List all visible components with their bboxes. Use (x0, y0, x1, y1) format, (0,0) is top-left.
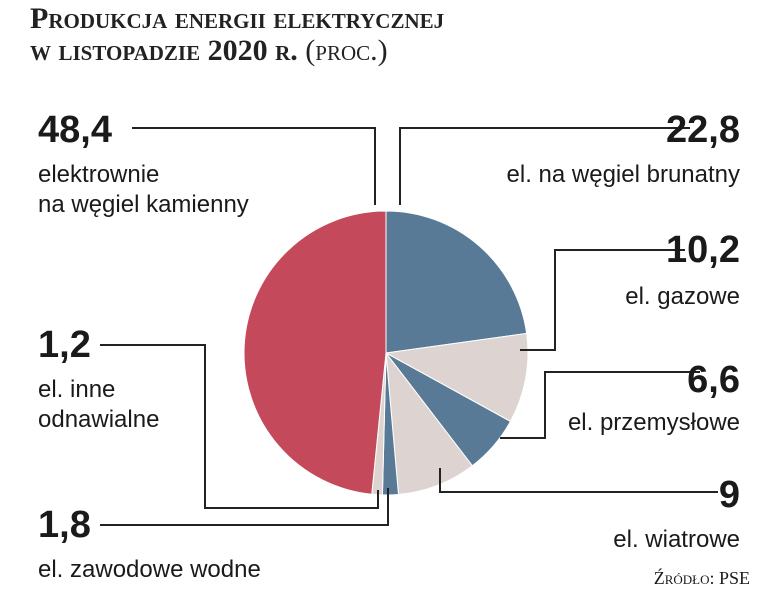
pie-slice (243, 210, 387, 495)
leader-line (520, 249, 685, 351)
leader-line (500, 371, 700, 439)
category-label: el. na węgiel brunatny (506, 161, 740, 188)
subtitle-text: w listopadzie 2020 r. (30, 34, 298, 67)
category-label: elektrownie na węgiel kamienny (38, 161, 249, 218)
pie-slice (385, 351, 474, 495)
value-label: 10,2 (666, 229, 740, 271)
leader-line (100, 488, 389, 526)
value-label: 9 (718, 474, 740, 516)
leader-line (132, 127, 376, 205)
category-label: el. wiatrowe (613, 526, 740, 553)
pie-slice (385, 210, 528, 354)
source: Źródło: PSE (653, 568, 750, 588)
value-label: 1,8 (38, 504, 91, 546)
category-label: el. gazowe (625, 283, 740, 310)
leader-line (100, 344, 379, 509)
category-label: el. zawodowe wodne (38, 556, 261, 583)
category-label: el. przemysłowe (567, 409, 740, 436)
pie-slice (384, 332, 529, 423)
chart-subtitle: w listopadzie 2020 r. (proc.) (30, 34, 388, 68)
chart-title: Produkcja energii elektrycznej (30, 2, 445, 35)
value-label: 1,2 (38, 324, 91, 366)
unit: (proc.) (305, 34, 388, 67)
leader-line (399, 127, 690, 205)
category-label: el. inne odnawialne (38, 376, 160, 433)
value-label: 22,8 (666, 109, 740, 151)
leader-line (439, 468, 718, 493)
value-label: 6,6 (687, 359, 740, 401)
value-label: 48,4 (38, 109, 112, 151)
